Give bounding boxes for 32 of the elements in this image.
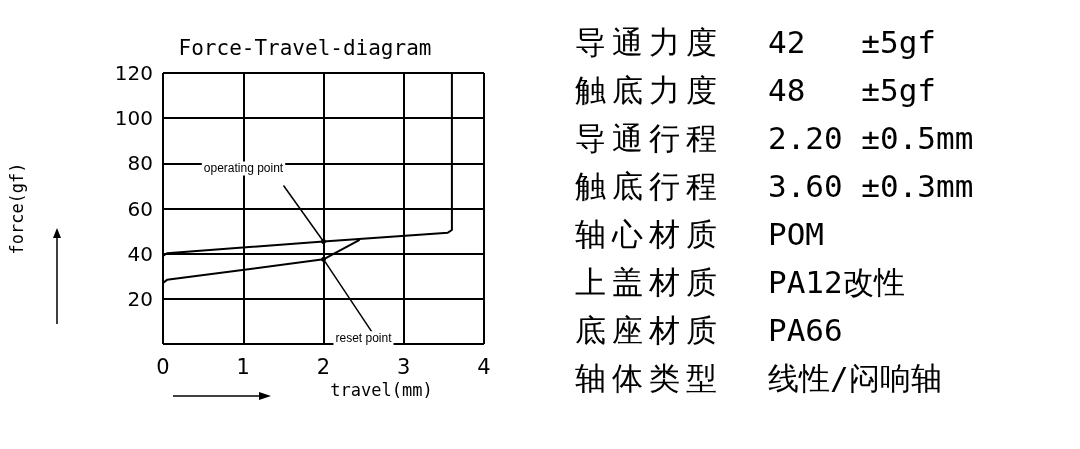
x-tick-label: 1 bbox=[236, 354, 250, 379]
x-axis-title: travel(mm) bbox=[330, 380, 433, 401]
text: 48 ±5gf bbox=[768, 71, 936, 110]
text: 线性/闷响轴 bbox=[768, 359, 942, 398]
annotation: reset point bbox=[335, 331, 393, 346]
y-axis-title: force(gf) bbox=[6, 162, 27, 255]
x-tick-label: 4 bbox=[477, 354, 491, 379]
x-tick-label: 3 bbox=[397, 354, 411, 379]
y-tick-label: 60 bbox=[127, 196, 153, 221]
text: POM bbox=[768, 215, 824, 254]
category-label: 底座材质 bbox=[575, 311, 724, 350]
x-tick-label: 0 bbox=[156, 354, 170, 379]
y-tick-label: 100 bbox=[114, 106, 153, 131]
category-label: 导通行程 bbox=[575, 119, 724, 158]
y-tick-label: 120 bbox=[114, 61, 153, 85]
text: PA12改性 bbox=[768, 263, 905, 302]
category-label: 触底力度 bbox=[575, 71, 724, 110]
category-label: 触底行程 bbox=[575, 167, 724, 206]
x-tick-label: 2 bbox=[316, 354, 331, 379]
y-tick-label: 80 bbox=[127, 151, 153, 176]
text: 2.20 ±0.5mm bbox=[768, 119, 974, 158]
category-label: 轴心材质 bbox=[575, 215, 724, 254]
annotation: operating point bbox=[203, 161, 284, 176]
text: 3.60 ±0.3mm bbox=[768, 167, 974, 206]
category-label: 导通力度 bbox=[575, 23, 724, 62]
category-label: 上盖材质 bbox=[575, 263, 724, 302]
chart-title: Force-Travel-diagram bbox=[178, 35, 432, 60]
category-label: 轴体类型 bbox=[575, 359, 724, 398]
text: PA66 bbox=[768, 311, 843, 350]
text: 42 ±5gf bbox=[768, 23, 936, 62]
y-tick-label: 40 bbox=[127, 241, 153, 266]
y-tick-label: 20 bbox=[127, 286, 153, 311]
